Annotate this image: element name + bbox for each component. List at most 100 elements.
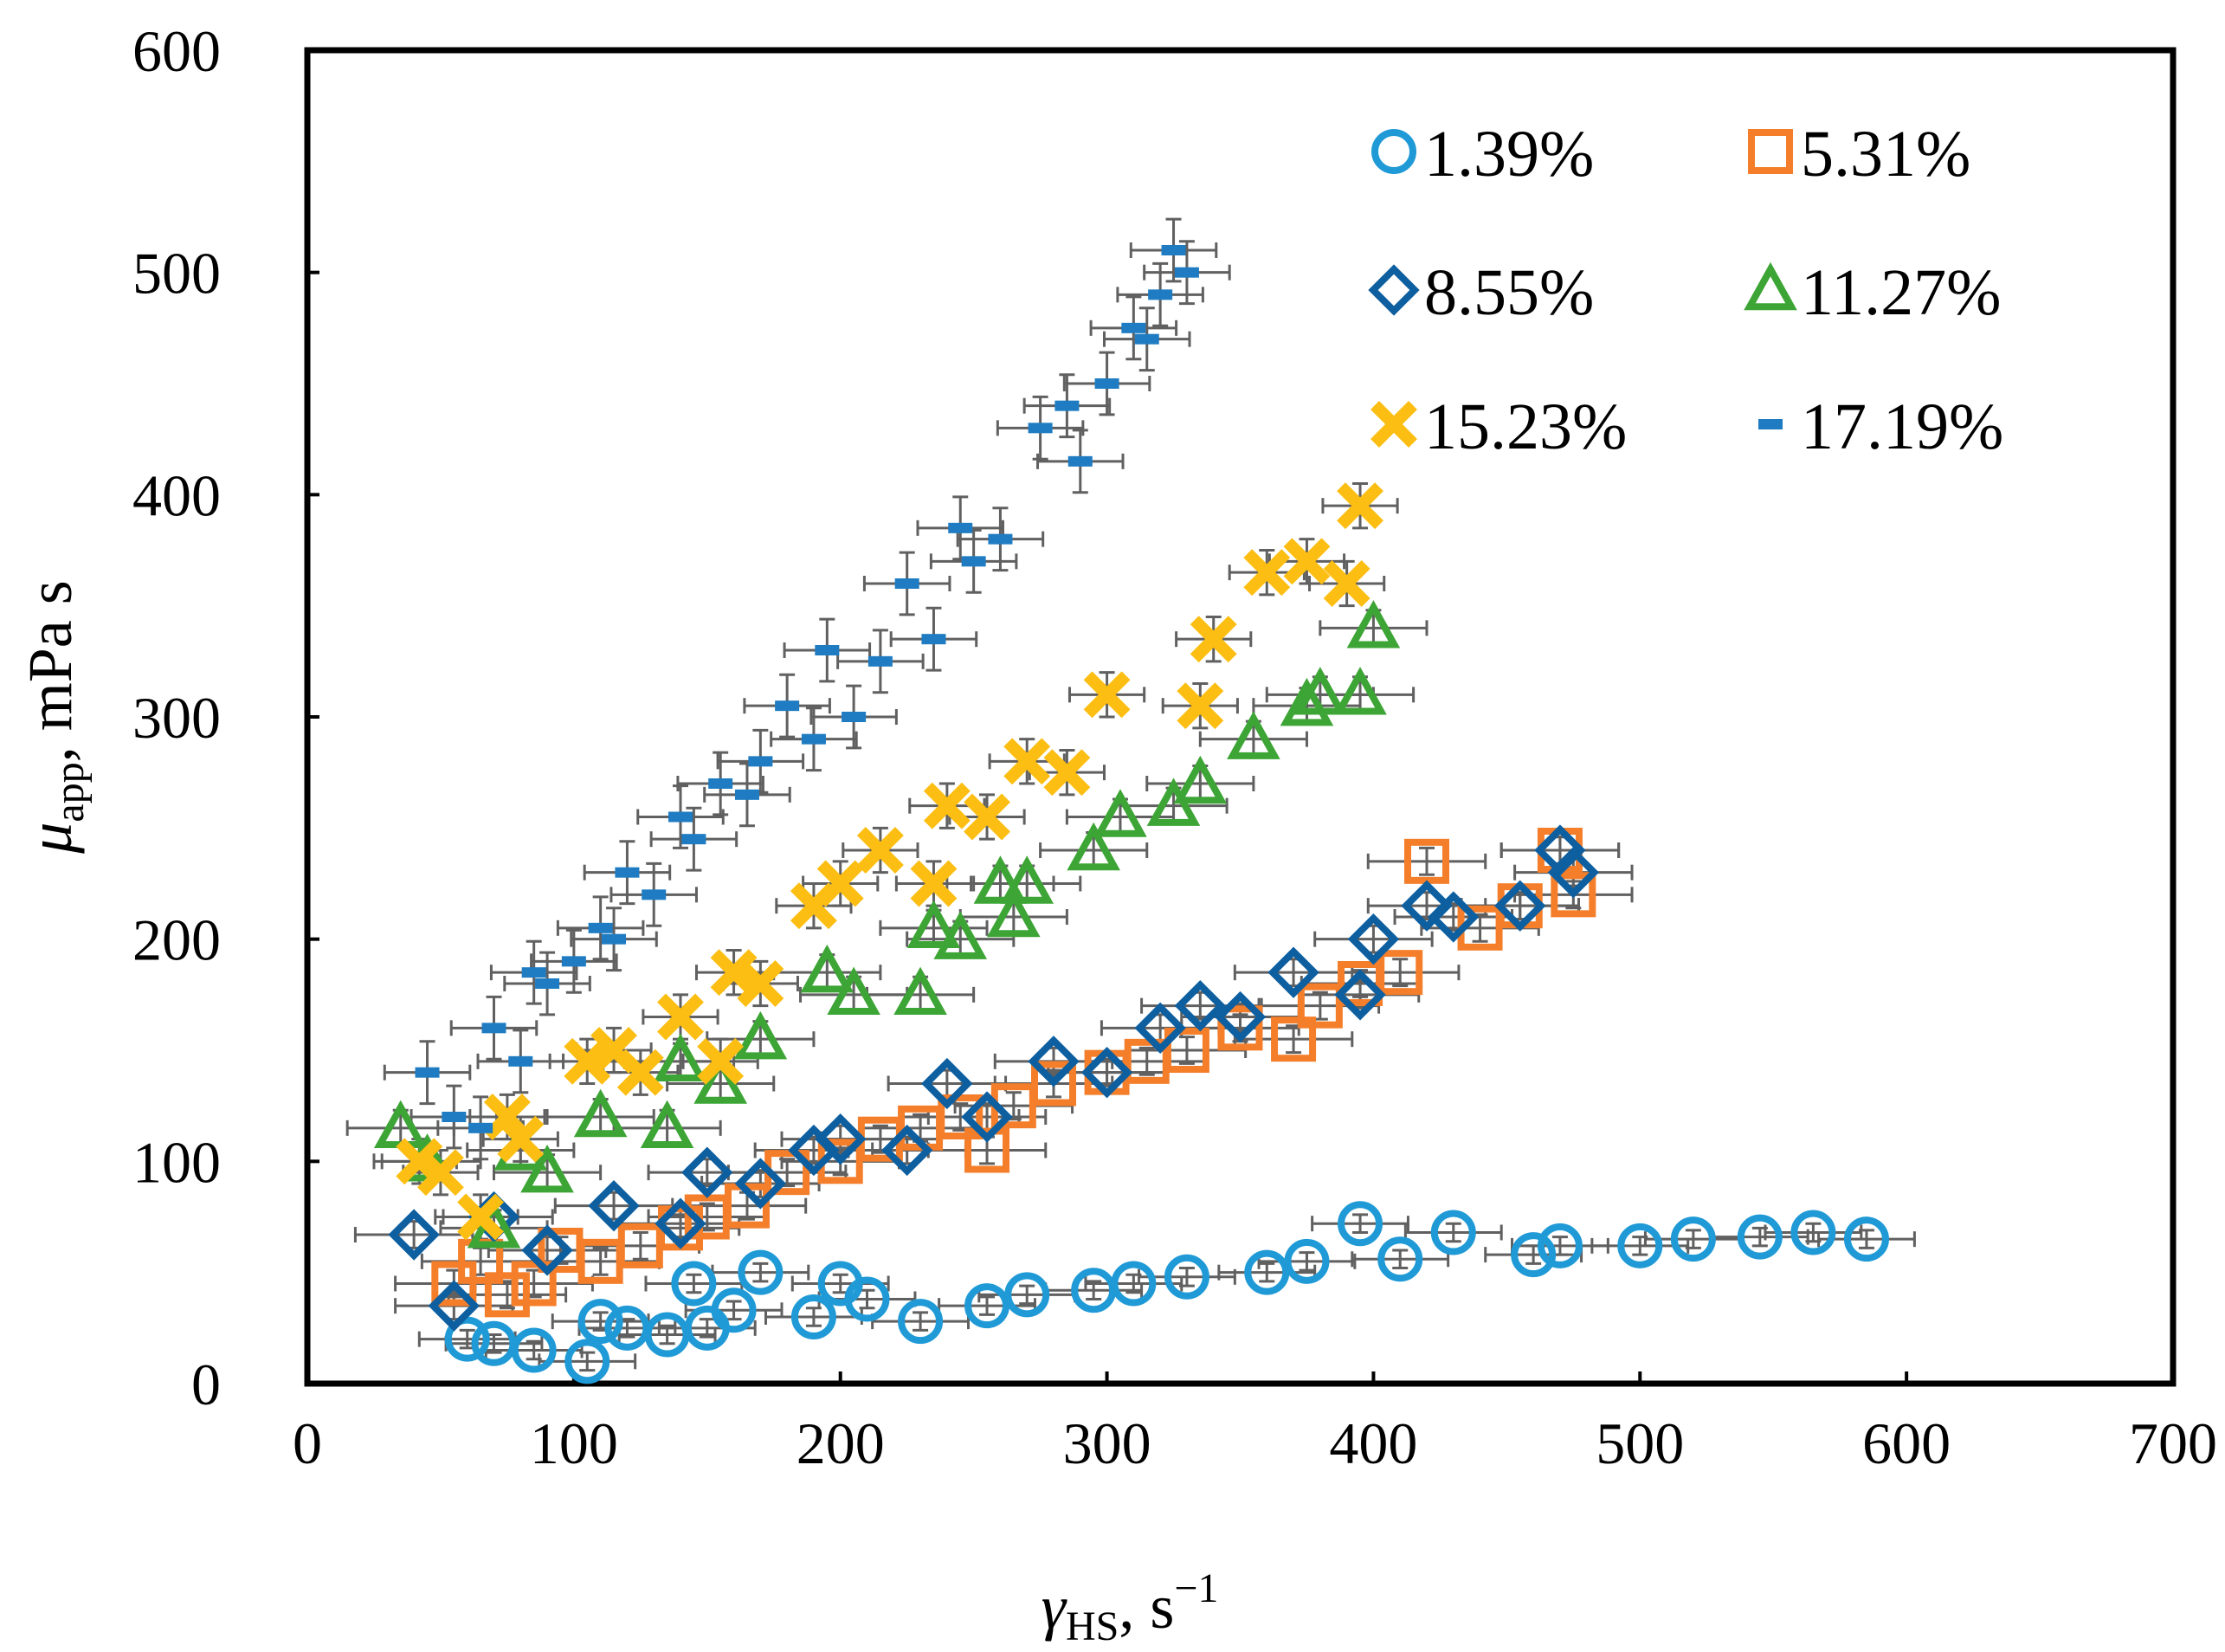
point-diamond — [521, 1224, 573, 1276]
point-circle — [1004, 1272, 1050, 1318]
y-tick-label: 300 — [132, 685, 221, 751]
point-cross — [1370, 401, 1417, 448]
point-circle — [1790, 1210, 1836, 1255]
point-square — [484, 1272, 530, 1318]
y-axis-symbol: μ — [16, 823, 85, 855]
x-tick-label: 100 — [530, 1410, 618, 1476]
point-cross — [1003, 738, 1051, 785]
point-dash — [561, 956, 586, 967]
point-dash — [615, 867, 640, 878]
point-circle — [444, 1316, 490, 1362]
point-dash — [1174, 267, 1199, 278]
point-dash — [468, 1122, 493, 1133]
point-circle — [564, 1339, 610, 1384]
point-square — [1271, 1016, 1317, 1062]
point-square — [964, 1127, 1010, 1173]
point-triangle — [1280, 677, 1334, 726]
legend: 1.39% 5.31% 8.55% 11.27% 15.23% 17.19% — [1368, 118, 2003, 463]
y-tick-label: 400 — [132, 462, 221, 528]
point-triangle — [1346, 600, 1401, 649]
x-axis-unit: , s — [1119, 1572, 1174, 1642]
x-axis-title: γHS, s−1 — [1042, 1565, 1219, 1649]
point-dash — [948, 522, 973, 533]
point-circle — [898, 1299, 944, 1345]
point-cross — [1243, 549, 1291, 597]
point-cross — [497, 1115, 545, 1163]
point-diamond — [655, 1197, 706, 1249]
point-triangle — [893, 966, 947, 1016]
point-dash — [1054, 400, 1080, 411]
point-dash — [1067, 455, 1093, 467]
y-axis-unit: , mPa s — [16, 580, 85, 762]
point-cross — [1083, 671, 1131, 719]
point-dash — [535, 978, 560, 989]
point-dash — [1121, 322, 1146, 333]
point-square — [938, 1094, 984, 1139]
legend-label: 8.55% — [1424, 256, 1594, 329]
x-axis-superscript: −1 — [1174, 1565, 1218, 1611]
point-square — [1031, 1061, 1076, 1107]
point-circle — [1377, 1236, 1423, 1282]
point-square — [511, 1261, 557, 1307]
x-tick-label: 400 — [1329, 1410, 1417, 1476]
point-cross — [923, 782, 971, 829]
point-triangle — [987, 888, 1041, 938]
plot-area — [304, 47, 2177, 1387]
point-dash — [1161, 245, 1186, 255]
point-diamond — [961, 1091, 1013, 1143]
point-cross — [1177, 682, 1224, 730]
point-triangle — [1067, 822, 1120, 871]
point-dash — [1758, 419, 1783, 429]
y-tick-label: 500 — [132, 241, 221, 307]
point-circle — [1338, 1201, 1383, 1247]
point-dash — [1094, 378, 1119, 389]
point-dash — [602, 933, 627, 945]
point-circle — [1511, 1232, 1557, 1278]
point-diamond — [428, 1280, 480, 1332]
legend-item: 5.31% — [1748, 118, 1970, 190]
point-circle — [1164, 1254, 1209, 1300]
point-diamond — [1534, 824, 1586, 876]
point-triangle — [1146, 778, 1201, 826]
point-diamond — [815, 1113, 867, 1165]
point-circle — [738, 1249, 784, 1295]
point-diamond — [1267, 946, 1319, 998]
point-cross — [564, 1037, 611, 1085]
legend-item: 1.39% — [1371, 118, 1594, 190]
point-circle — [1244, 1249, 1290, 1295]
point-triangle — [1093, 789, 1147, 837]
y-axis-title: μapp, mPa s — [16, 580, 93, 854]
x-tick-label: 600 — [1862, 1410, 1951, 1476]
point-dash — [642, 889, 667, 900]
point-cross — [856, 827, 904, 874]
point-diamond — [1347, 913, 1400, 965]
point-diamond — [881, 1124, 933, 1177]
legend-item: 11.27% — [1744, 256, 2002, 329]
point-dash — [442, 1112, 467, 1122]
legend-item: 15.23% — [1370, 390, 1627, 463]
point-cross — [483, 1094, 531, 1140]
point-triangle — [827, 966, 880, 1016]
point-cross — [1043, 749, 1091, 797]
x-tick-label: 200 — [796, 1410, 885, 1476]
point-triangle — [1333, 667, 1387, 715]
point-cross — [616, 1049, 664, 1096]
point-diamond — [1028, 1036, 1080, 1087]
point-circle — [844, 1276, 890, 1322]
point-dash — [921, 634, 946, 645]
point-dash — [415, 1067, 440, 1078]
point-square — [1217, 1005, 1263, 1051]
y-tick-label: 0 — [191, 1352, 221, 1417]
point-circle — [511, 1327, 557, 1373]
point-square — [1748, 129, 1793, 174]
point-circle — [964, 1283, 1010, 1329]
point-dash — [748, 756, 773, 767]
point-circle — [1617, 1223, 1663, 1268]
point-triangle — [1000, 855, 1054, 904]
point-diamond — [1494, 880, 1546, 932]
legend-label: 17.19% — [1801, 390, 2003, 463]
point-circle — [1111, 1261, 1157, 1307]
legend-label: 11.27% — [1801, 256, 2002, 329]
point-triangle — [654, 1033, 707, 1082]
